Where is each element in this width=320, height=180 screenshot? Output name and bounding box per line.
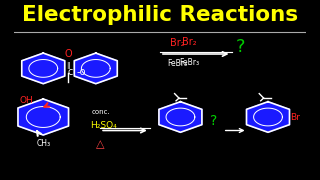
Text: Br₂: Br₂ (182, 37, 196, 47)
Text: OH: OH (20, 96, 33, 105)
Polygon shape (18, 99, 68, 135)
Text: ?: ? (210, 114, 218, 128)
Polygon shape (22, 53, 65, 84)
Text: FeBr₃: FeBr₃ (167, 58, 188, 68)
Polygon shape (74, 53, 117, 84)
Text: -o: -o (77, 67, 86, 77)
Text: H₂SO₄: H₂SO₄ (91, 122, 117, 130)
Polygon shape (159, 102, 202, 132)
Text: Electrophilic Reactions: Electrophilic Reactions (22, 5, 298, 25)
Text: △: △ (96, 139, 104, 149)
Polygon shape (246, 102, 290, 132)
Text: CH₃: CH₃ (36, 140, 50, 148)
Text: O: O (64, 49, 72, 59)
Text: conc.: conc. (92, 109, 110, 115)
Text: Br: Br (290, 112, 300, 122)
Text: ||: || (66, 62, 70, 69)
Text: Br₂: Br₂ (170, 38, 185, 48)
Text: FeBr₃: FeBr₃ (179, 58, 199, 67)
Text: ?: ? (236, 38, 245, 56)
Text: c: c (68, 67, 73, 77)
